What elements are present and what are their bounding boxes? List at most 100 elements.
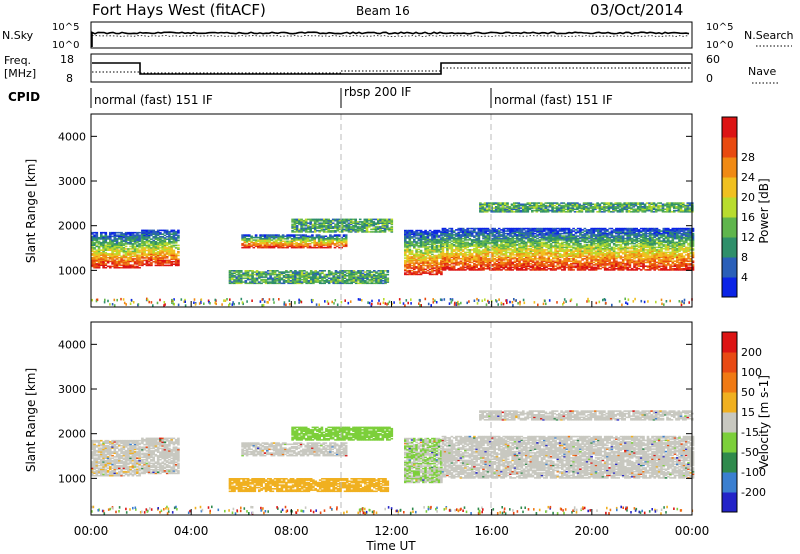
- heatmap-cell: [534, 254, 537, 256]
- heatmap-cell: [361, 280, 365, 282]
- heatmap-cell: [138, 243, 141, 245]
- heatmap-cell: [443, 242, 447, 245]
- heatmap-cell: [291, 226, 294, 228]
- heatmap-cell: [457, 246, 460, 249]
- heatmap-cell: [111, 256, 114, 259]
- heatmap-cell: [457, 229, 460, 231]
- heatmap-cell: [520, 232, 524, 235]
- heatmap-cell: [129, 260, 132, 263]
- heatmap-cell: [383, 227, 387, 229]
- freq-tick-bottom: 8: [66, 72, 73, 85]
- heatmap-cell: [115, 250, 119, 253]
- heatmap-cell: [404, 236, 407, 238]
- heatmap-cell: [241, 246, 244, 249]
- heatmap-cell: [302, 223, 306, 226]
- heatmap-cell: [165, 244, 169, 247]
- heatmap-cell: [415, 232, 418, 234]
- heatmap-cell: [473, 262, 476, 265]
- heatmap-cell: [576, 227, 580, 230]
- heatmap-cell: [320, 236, 323, 239]
- heatmap-cell: [233, 281, 236, 283]
- heatmap-cell: [531, 234, 535, 236]
- heatmap-cell: [457, 234, 460, 236]
- heatmap-cell: [263, 238, 267, 240]
- heatmap-cell: [357, 275, 360, 277]
- heatmap-cell: [452, 252, 456, 255]
- heatmap-cell: [417, 248, 421, 251]
- heatmap-cell: [172, 260, 176, 263]
- heatmap-cell: [516, 241, 519, 244]
- heatmap-cell: [459, 229, 463, 231]
- heatmap-cell: [118, 245, 121, 248]
- heatmap-cell: [440, 254, 443, 257]
- heatmap-cell: [493, 257, 496, 260]
- heatmap-cell: [495, 249, 499, 251]
- heatmap-cell: [296, 275, 299, 277]
- heatmap-cell: [97, 250, 101, 253]
- heatmap-cell: [145, 229, 149, 232]
- heatmap-cell: [373, 270, 376, 272]
- heatmap-cell: [433, 259, 436, 262]
- heatmap-cell: [455, 264, 458, 266]
- heatmap-cell: [120, 233, 123, 235]
- heatmap-cell: [484, 245, 487, 247]
- heatmap-cell: [497, 266, 501, 269]
- heatmap-cell: [133, 235, 137, 238]
- heatmap-cell: [315, 235, 319, 238]
- heatmap-cell: [109, 265, 112, 268]
- heatmap-cell: [154, 244, 158, 247]
- heatmap-cell: [344, 238, 348, 240]
- heatmap-cell: [455, 269, 458, 271]
- heatmap-cell: [516, 254, 519, 256]
- heatmap-cell: [475, 259, 478, 261]
- heatmap-cell: [417, 238, 421, 241]
- heatmap-cell: [516, 229, 519, 231]
- heatmap-cell: [506, 232, 510, 235]
- heatmap-cell: [248, 240, 251, 243]
- heatmap-cell: [100, 263, 103, 265]
- heatmap-cell: [339, 280, 342, 282]
- heatmap-cell: [111, 254, 114, 256]
- heatmap-cell: [377, 276, 381, 278]
- heatmap-cell: [361, 272, 365, 275]
- heatmap-cell: [466, 239, 469, 241]
- heatmap-cell: [509, 266, 512, 269]
- heatmap-cell: [448, 235, 451, 237]
- heatmap-cell: [413, 244, 416, 247]
- heatmap-cell: [435, 262, 439, 264]
- heatmap-cell: [370, 282, 374, 285]
- heatmap-cell: [484, 267, 487, 270]
- heatmap-cell: [570, 245, 573, 247]
- heatmap-cell: [129, 234, 132, 236]
- heatmap-cell: [285, 275, 288, 277]
- heatmap-cell: [348, 277, 351, 280]
- heatmap-cell: [374, 222, 378, 224]
- heatmap-cell: [431, 256, 434, 258]
- heatmap-cell: [271, 272, 275, 275]
- heatmap-cell: [372, 224, 376, 227]
- heatmap-cell: [435, 238, 439, 241]
- heatmap-cell: [461, 240, 465, 242]
- heatmap-cell: [159, 264, 162, 267]
- heatmap-cell: [455, 255, 458, 257]
- heatmap-cell: [268, 239, 271, 241]
- heatmap-cell: [479, 227, 483, 230]
- heatmap-cell: [479, 242, 483, 245]
- heatmap-cell: [356, 223, 360, 226]
- heatmap-cell: [466, 245, 469, 247]
- heatmap-cell: [466, 231, 469, 234]
- heatmap-cell: [113, 238, 117, 240]
- heatmap-cell: [100, 253, 103, 255]
- heatmap-cell: [370, 221, 373, 223]
- heatmap-cell: [277, 236, 280, 239]
- heatmap-cell: [323, 281, 326, 283]
- heatmap-cell: [506, 269, 510, 271]
- heatmap-cell: [504, 244, 508, 246]
- heatmap-cell: [525, 250, 528, 252]
- heatmap-cell: [147, 234, 151, 237]
- heatmap-cell: [433, 232, 436, 234]
- heatmap-cell: [452, 256, 456, 259]
- heatmap-cell: [511, 245, 514, 247]
- heatmap-cell: [540, 256, 544, 259]
- heatmap-cell: [307, 276, 311, 278]
